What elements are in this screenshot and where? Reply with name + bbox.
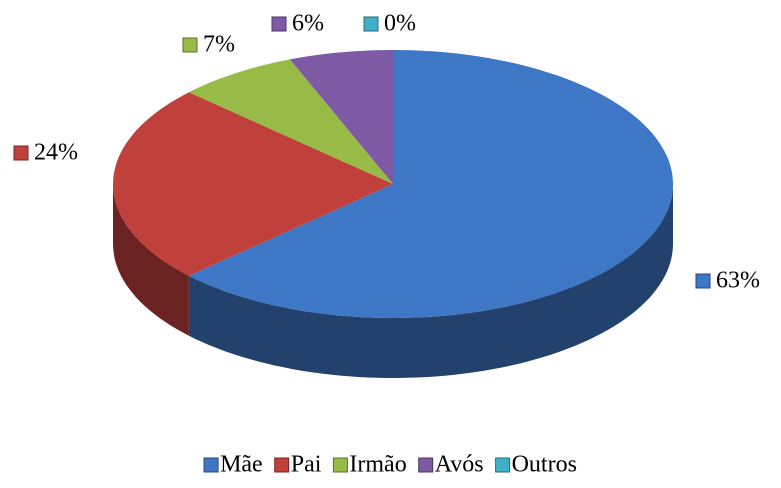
legend-marker xyxy=(274,457,290,473)
legend-label: Mãe xyxy=(220,452,263,478)
data-label: 7% xyxy=(203,32,235,58)
label-marker xyxy=(182,37,198,53)
data-label: 6% xyxy=(292,11,324,37)
slice xyxy=(188,59,393,184)
legend-label: Irmão xyxy=(349,452,406,478)
slice xyxy=(113,92,393,276)
label-marker xyxy=(695,273,711,289)
slice-side xyxy=(113,184,189,336)
legend-label: Pai xyxy=(291,452,322,478)
legend-marker xyxy=(332,457,348,473)
legend-marker xyxy=(418,457,434,473)
data-label: 24% xyxy=(34,140,78,166)
legend-marker xyxy=(203,457,219,473)
label-marker xyxy=(271,16,287,32)
slice xyxy=(289,50,393,184)
slice-side xyxy=(188,184,673,378)
legend-label: Outros xyxy=(512,452,577,478)
label-marker xyxy=(13,145,29,161)
label-marker xyxy=(363,16,379,32)
legend: Mãe Pai Irmão Avós Outros xyxy=(203,452,577,478)
slice xyxy=(188,50,673,318)
data-label: 0% xyxy=(384,11,416,37)
data-label: 63% xyxy=(716,268,760,294)
legend-label: Avós xyxy=(435,452,484,478)
legend-marker xyxy=(495,457,511,473)
